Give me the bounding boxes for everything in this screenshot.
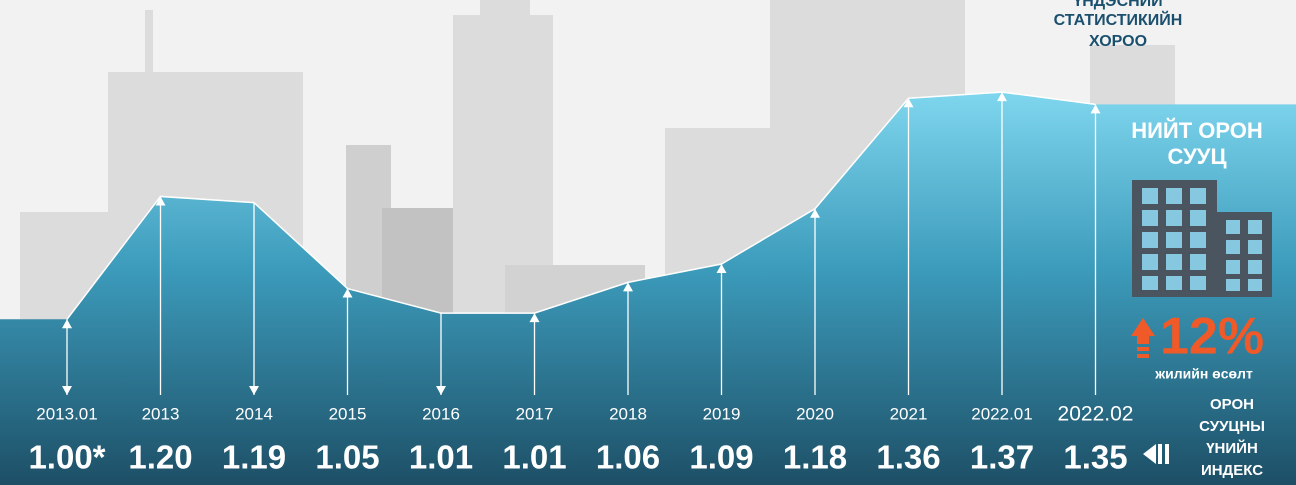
arrow-head [342, 288, 353, 298]
panel-title: СУУЦ [1167, 144, 1226, 169]
panel-title: НИЙТ ОРОН [1131, 118, 1263, 143]
arrow-head [155, 196, 166, 206]
growth-value: 12% [1160, 308, 1264, 366]
index-label: ҮНИЙН [1206, 439, 1258, 457]
arrow-head [62, 319, 72, 329]
x-category-label: 2013 [142, 404, 180, 423]
x-category-label: 2016 [422, 404, 460, 423]
source-line: ХОРОО [1089, 33, 1147, 50]
arrow-head [903, 98, 914, 108]
arrow-head [529, 313, 540, 323]
index-label: СУУЦНЫ [1199, 418, 1265, 435]
source-line: ҮНДЭСНИЙ [1073, 0, 1162, 10]
arrow-head [249, 386, 259, 395]
arrow-head [1090, 104, 1101, 114]
arrow-head [62, 386, 72, 395]
area-line [66, 91, 1096, 320]
arrow-head [716, 263, 727, 273]
arrow-head [810, 208, 820, 218]
index-label: ОРОН [1210, 396, 1254, 413]
value-label: 1.35 [1063, 439, 1127, 476]
value-label: 1.06 [596, 439, 660, 476]
building-icon [1132, 180, 1272, 297]
value-label: 1.01 [502, 439, 566, 476]
pointer-icon [1143, 444, 1169, 464]
x-category-label: 2020 [796, 404, 834, 423]
value-label: 1.05 [315, 439, 379, 476]
value-label: 1.36 [876, 439, 940, 476]
source-line: СТАТИСТИКИЙН [1054, 10, 1183, 29]
value-label: 1.09 [689, 439, 753, 476]
index-label: ИНДЕКС [1201, 462, 1263, 479]
x-category-label: 2019 [703, 404, 741, 423]
x-category-label: 2022.01 [971, 404, 1032, 423]
growth-caption: жилийн өсөлт [1154, 366, 1253, 382]
growth-arrow [1131, 318, 1155, 358]
value-label: 1.19 [222, 439, 286, 476]
value-label: 1.00* [28, 439, 105, 476]
arrow-head [623, 282, 633, 292]
plot-area: 2013.01 1.00* 2013 1.20 2014 1.19 2015 1.05 2016… [0, 91, 1296, 485]
x-category-label: 2021 [890, 404, 928, 423]
arrow-head [436, 386, 446, 395]
value-label: 1.37 [970, 439, 1034, 476]
arrow-head [997, 92, 1007, 102]
x-category-label: 2017 [516, 404, 554, 423]
x-category-label: 2014 [235, 404, 273, 423]
value-label: 1.20 [128, 439, 192, 476]
value-label: 1.18 [783, 439, 847, 476]
area-fill [0, 92, 1296, 485]
value-label: 1.01 [409, 439, 473, 476]
x-category-label: 2018 [609, 404, 647, 423]
x-category-label: 2013.01 [36, 404, 97, 423]
x-category-label: 2022.02 [1058, 403, 1134, 426]
x-category-label: 2015 [329, 404, 367, 423]
